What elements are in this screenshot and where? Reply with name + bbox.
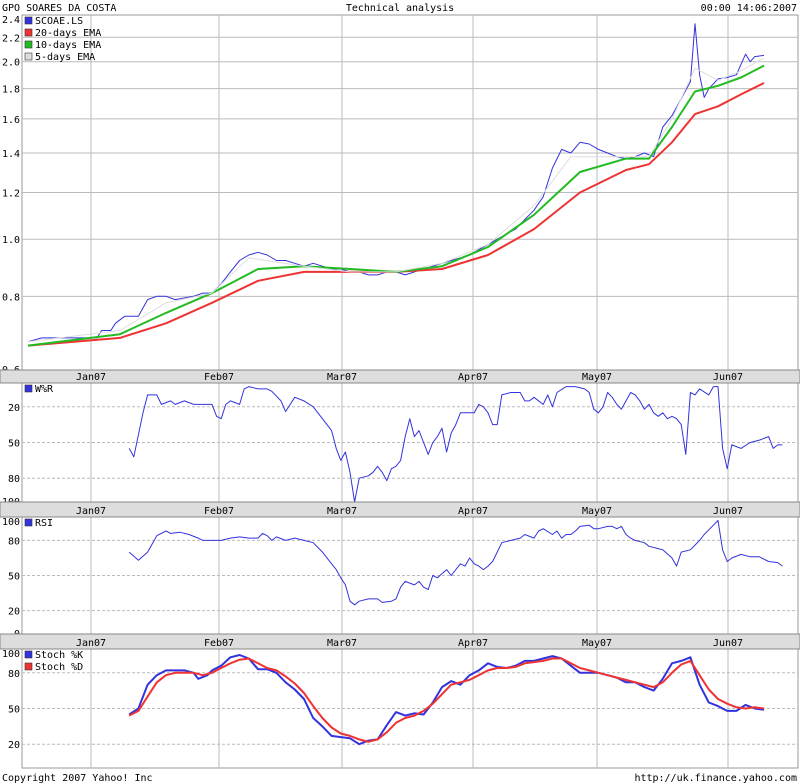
williams-legend: W%R (24, 384, 54, 395)
legend-swatch (24, 40, 33, 49)
y-tick-label: 50 (8, 572, 20, 583)
month-label: Apr07 (458, 638, 488, 649)
month-band-background (0, 633, 800, 650)
month-label: Feb07 (204, 506, 234, 517)
legend-swatch (24, 52, 33, 61)
month-label: Feb07 (204, 638, 234, 649)
y-tick-label: 0.8 (2, 292, 20, 303)
y-tick-label: 1.2 (2, 189, 20, 200)
legend-label: 5-days EMA (35, 52, 95, 63)
y-tick-label: 2.2 (2, 33, 20, 44)
month-band: Jan07 Feb07 Mar07 Apr07 May07 Jun07 (0, 369, 800, 384)
y-tick-label: 2.4 (2, 15, 20, 26)
month-label-bands: Jan07 Feb07 Mar07 Apr07 May07 Jun07 Jan07 Feb07… (0, 369, 800, 650)
legend-label: Stoch %K (35, 650, 83, 661)
series-line-stoch-k (128, 654, 765, 746)
month-label: Apr07 (458, 372, 488, 383)
legend-label: RSI (35, 518, 53, 529)
legend-label: W%R (35, 384, 54, 395)
price-panel: 0.60.81.01.21.41.61.82.02.22.4SCOAE.LS20… (2, 14, 799, 376)
y-tick-label: 50 (8, 439, 20, 450)
month-label: Jun07 (713, 372, 743, 383)
month-label: Jan07 (76, 638, 106, 649)
copyright-text: Copyright 2007 Yahoo! Inc (2, 773, 153, 784)
series-line-scoae-ls (27, 23, 765, 343)
legend-label: 10-days EMA (35, 40, 101, 51)
month-band: Jan07 Feb07 Mar07 Apr07 May07 Jun07 (0, 501, 800, 518)
series-line-rsi (128, 520, 783, 606)
series-line-5-days-ema (27, 57, 765, 343)
legend-swatch (24, 28, 33, 37)
legend-swatch (24, 384, 33, 393)
legend-label: Stoch %D (35, 662, 83, 673)
y-tick-label: 50 (8, 705, 20, 716)
y-tick-label: 20 (8, 403, 20, 414)
month-band-background (0, 501, 800, 518)
month-label: Mar07 (327, 638, 357, 649)
month-label: Mar07 (327, 506, 357, 517)
chart-timestamp: 00:00 14:06:2007 (701, 3, 797, 14)
month-label: May07 (582, 506, 612, 517)
series-line-20-days-ema (27, 82, 765, 347)
y-tick-label: 1.0 (2, 235, 20, 246)
chart-title: GPO SOARES DA COSTA (2, 3, 116, 14)
y-tick-label: 2.0 (2, 58, 20, 69)
source-url: http://uk.finance.yahoo.com (634, 773, 797, 784)
y-tick-label: 100 (2, 649, 20, 660)
month-label: Jan07 (76, 372, 106, 383)
month-label: May07 (582, 638, 612, 649)
y-tick-label: 100 (2, 517, 20, 528)
y-tick-label: 20 (8, 740, 20, 751)
y-tick-label: 80 (8, 536, 20, 547)
y-tick-label: 80 (8, 474, 20, 485)
legend-swatch (24, 518, 33, 527)
month-label: Jun07 (713, 506, 743, 517)
chart-subtitle: Technical analysis (346, 3, 454, 14)
legend-swatch (24, 650, 33, 659)
month-label: Apr07 (458, 506, 488, 517)
series-line-stoch-d (128, 657, 765, 743)
month-label: May07 (582, 372, 612, 383)
legend-label: 20-days EMA (35, 28, 101, 39)
series-line-w-r (128, 386, 783, 503)
month-band: Jan07 Feb07 Mar07 Apr07 May07 Jun07 (0, 633, 800, 650)
month-label: Feb07 (204, 372, 234, 383)
y-tick-label: 80 (8, 669, 20, 680)
legend-swatch (24, 662, 33, 671)
rsi-legend: RSI (24, 518, 53, 529)
legend-label: SCOAE.LS (35, 16, 83, 27)
y-tick-label: 1.4 (2, 149, 20, 160)
month-label: Mar07 (327, 372, 357, 383)
legend-swatch (24, 16, 33, 25)
y-tick-label: 1.6 (2, 115, 20, 126)
y-tick-label: 1.8 (2, 85, 20, 96)
month-band-background (0, 369, 800, 384)
y-tick-label: 20 (8, 607, 20, 618)
month-label: Jan07 (76, 506, 106, 517)
month-label: Jun07 (713, 638, 743, 649)
